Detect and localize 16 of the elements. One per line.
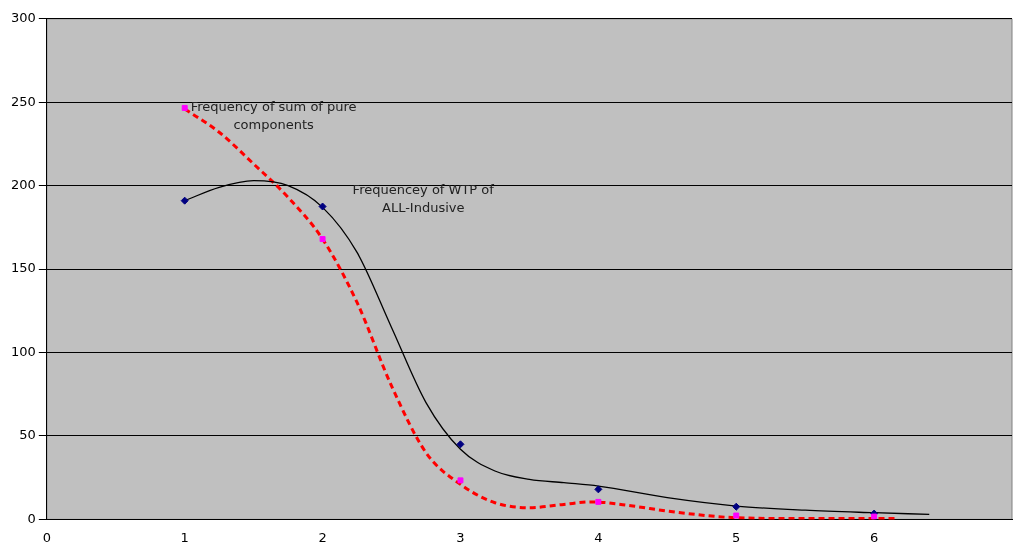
y-tick-label: 0 (27, 510, 36, 526)
y-tick-label: 200 (10, 177, 36, 193)
y-tick-label: 250 (10, 93, 36, 109)
x-tick-label: 3 (456, 529, 465, 545)
y-tick-label: 150 (10, 260, 36, 276)
x-tick-label: 1 (180, 529, 189, 545)
x-tick-label: 5 (732, 529, 741, 545)
annotation: Frequencey of WTP of ALL-Indusive (352, 181, 495, 215)
annotation: Frequency of sum of pure components (190, 99, 357, 133)
x-tick-label: 4 (594, 529, 603, 545)
x-tick-label: 2 (318, 529, 327, 545)
x-tick-label: 6 (869, 529, 879, 545)
y-tick-label: 50 (19, 427, 36, 443)
y-tick-label: 300 (10, 10, 36, 26)
x-tick-label: 0 (42, 529, 51, 545)
y-tick-label: 100 (10, 343, 36, 359)
